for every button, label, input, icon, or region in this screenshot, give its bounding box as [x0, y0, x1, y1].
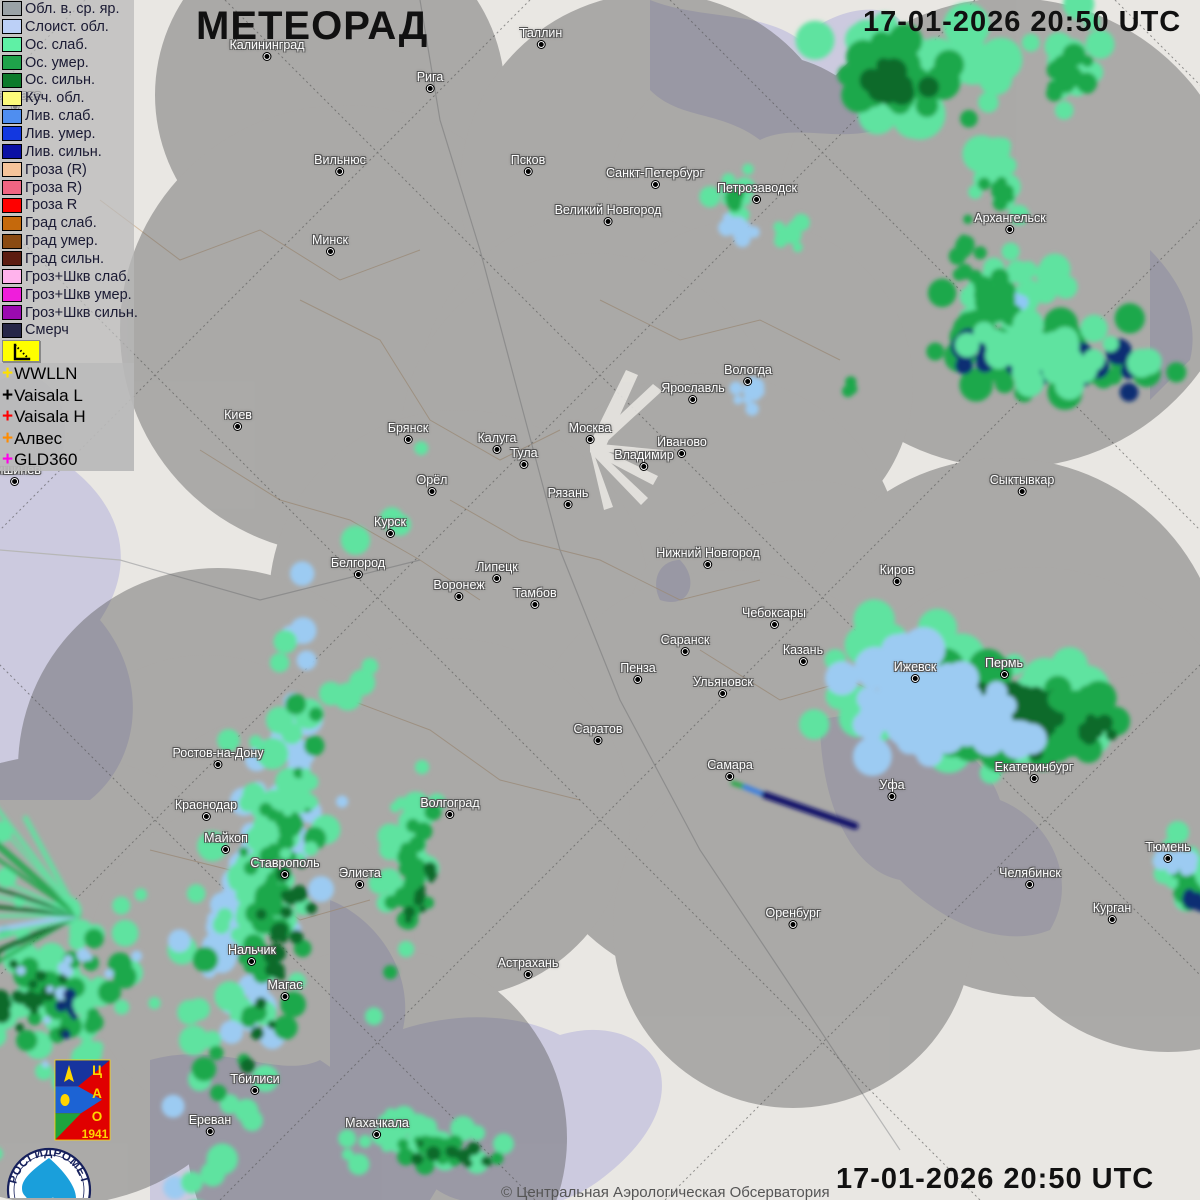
svg-text:Ц: Ц — [92, 1063, 102, 1078]
svg-text:О: О — [92, 1109, 103, 1124]
svg-text:1941: 1941 — [82, 1127, 109, 1141]
svg-text:А: А — [92, 1086, 102, 1101]
